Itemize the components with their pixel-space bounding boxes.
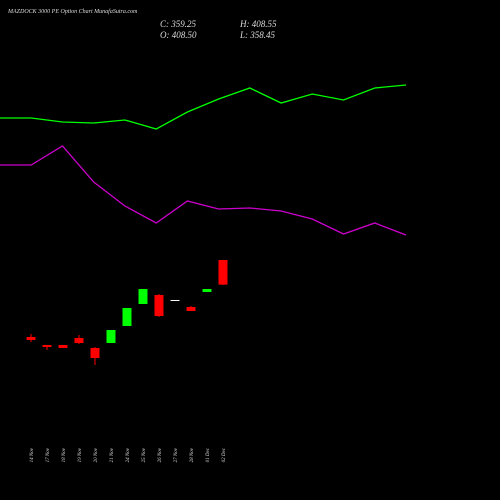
candle-body bbox=[186, 307, 196, 311]
x-tick-label: 14 Nov bbox=[30, 447, 35, 462]
candle-body bbox=[170, 300, 180, 301]
x-tick-label: 20 Nov bbox=[94, 447, 99, 462]
candle-body bbox=[106, 330, 116, 343]
candle-body bbox=[138, 289, 148, 304]
ohlc-high: H: 408.55 bbox=[239, 19, 277, 29]
candle-body bbox=[26, 337, 36, 340]
candle-body bbox=[202, 289, 212, 292]
candle-body bbox=[58, 345, 68, 348]
x-tick-label: 26 Nov bbox=[158, 447, 163, 462]
indicator-line bbox=[0, 145, 407, 236]
x-tick-label: 18 Nov bbox=[62, 447, 67, 462]
candle-body bbox=[90, 348, 100, 358]
x-tick-label: 25 Nov bbox=[142, 447, 147, 462]
x-tick-label: 28 Nov bbox=[190, 447, 195, 462]
candle-body bbox=[154, 295, 164, 316]
chart-title: MAZDOCK 3000 PE Option Chart MunafaSutra… bbox=[7, 8, 138, 15]
indicator-line bbox=[0, 84, 407, 130]
candle-body bbox=[218, 260, 228, 285]
candle-body bbox=[122, 308, 132, 326]
candle-body bbox=[74, 338, 84, 343]
ohlc-open: O: 408.50 bbox=[160, 30, 197, 40]
x-tick-label: 24 Nov bbox=[126, 447, 131, 462]
ohlc-close: C: 359.25 bbox=[160, 19, 197, 29]
x-tick-label: 01 Dec bbox=[206, 447, 211, 462]
x-tick-label: 19 Nov bbox=[78, 447, 83, 462]
x-tick-label: 21 Nov bbox=[110, 447, 115, 462]
ohlc-low: L: 358.45 bbox=[239, 30, 276, 40]
x-tick-label: 17 Nov bbox=[46, 447, 51, 462]
candle-body bbox=[42, 345, 52, 347]
x-tick-label: 27 Nov bbox=[174, 447, 179, 462]
x-tick-label: 02 Dec bbox=[222, 447, 227, 462]
